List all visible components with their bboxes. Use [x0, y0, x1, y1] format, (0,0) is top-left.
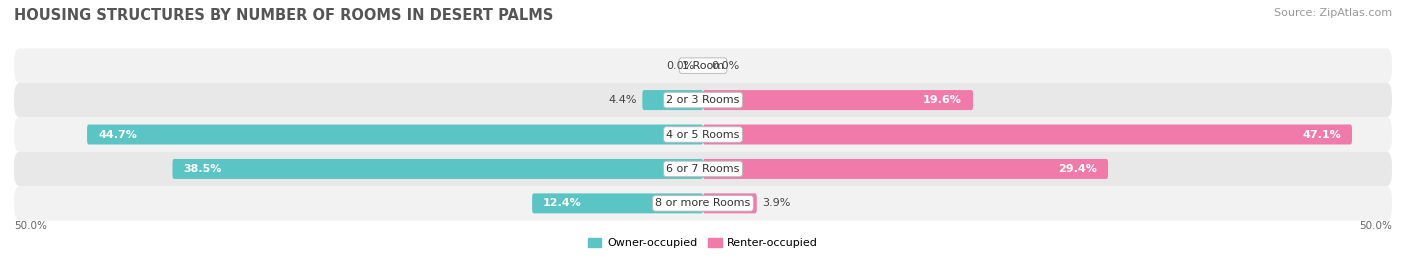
Text: 0.0%: 0.0%	[666, 61, 695, 71]
FancyBboxPatch shape	[14, 152, 1392, 186]
Text: 19.6%: 19.6%	[924, 95, 962, 105]
Text: 2 or 3 Rooms: 2 or 3 Rooms	[666, 95, 740, 105]
Text: 3.9%: 3.9%	[762, 198, 790, 208]
Text: 44.7%: 44.7%	[98, 129, 136, 140]
Text: 6 or 7 Rooms: 6 or 7 Rooms	[666, 164, 740, 174]
Text: 12.4%: 12.4%	[543, 198, 582, 208]
Text: 4.4%: 4.4%	[609, 95, 637, 105]
Text: 1 Room: 1 Room	[682, 61, 724, 71]
FancyBboxPatch shape	[14, 83, 1392, 117]
FancyBboxPatch shape	[14, 117, 1392, 152]
FancyBboxPatch shape	[703, 193, 756, 213]
Text: 50.0%: 50.0%	[1360, 221, 1392, 231]
Text: 0.0%: 0.0%	[711, 61, 740, 71]
Text: HOUSING STRUCTURES BY NUMBER OF ROOMS IN DESERT PALMS: HOUSING STRUCTURES BY NUMBER OF ROOMS IN…	[14, 8, 554, 23]
Text: 4 or 5 Rooms: 4 or 5 Rooms	[666, 129, 740, 140]
FancyBboxPatch shape	[173, 159, 703, 179]
FancyBboxPatch shape	[703, 125, 1353, 144]
Text: 8 or more Rooms: 8 or more Rooms	[655, 198, 751, 208]
Text: 47.1%: 47.1%	[1302, 129, 1341, 140]
FancyBboxPatch shape	[703, 159, 1108, 179]
FancyBboxPatch shape	[87, 125, 703, 144]
FancyBboxPatch shape	[14, 186, 1392, 221]
Text: Source: ZipAtlas.com: Source: ZipAtlas.com	[1274, 8, 1392, 18]
FancyBboxPatch shape	[531, 193, 703, 213]
Text: 29.4%: 29.4%	[1059, 164, 1097, 174]
Text: 38.5%: 38.5%	[184, 164, 222, 174]
Legend: Owner-occupied, Renter-occupied: Owner-occupied, Renter-occupied	[583, 233, 823, 253]
FancyBboxPatch shape	[643, 90, 703, 110]
Text: 50.0%: 50.0%	[14, 221, 46, 231]
FancyBboxPatch shape	[14, 48, 1392, 83]
FancyBboxPatch shape	[703, 90, 973, 110]
